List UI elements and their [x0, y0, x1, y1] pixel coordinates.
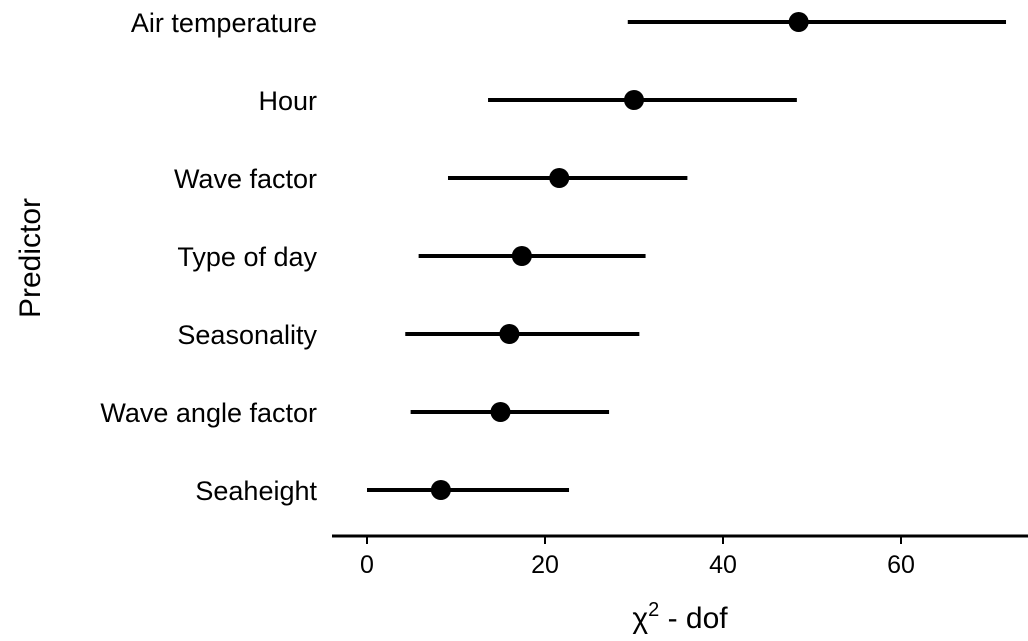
x-axis-title-suffix: - dof [659, 602, 728, 635]
predictor-row: Air temperature [131, 8, 1007, 38]
point-estimate [490, 402, 511, 422]
x-tick-label: 0 [360, 551, 374, 579]
predictor-row: Wave angle factor [100, 398, 610, 428]
y-axis-title: Predictor [14, 198, 47, 318]
point-estimate [430, 480, 451, 500]
x-axis-title-superscript: 2 [648, 599, 659, 621]
x-axis-title: χ2 - dof [632, 599, 728, 635]
x-tick-label: 60 [887, 551, 915, 579]
point-estimate [499, 324, 520, 344]
plot-rows: Air temperature Hour Wave factor Type of da… [100, 8, 1007, 506]
predictor-label: Type of day [177, 242, 317, 272]
predictor-row: Seasonality [177, 320, 640, 350]
predictor-label: Wave factor [174, 164, 317, 194]
x-tick-label: 20 [531, 551, 559, 579]
point-estimate [511, 246, 532, 266]
predictor-label: Seasonality [177, 320, 317, 350]
predictor-row: Type of day [177, 242, 646, 272]
predictor-row: Seaheight [195, 476, 570, 506]
predictor-label: Seaheight [195, 476, 317, 506]
predictor-label: Air temperature [131, 8, 317, 38]
x-axis-ticks: 0 20 40 60 [360, 536, 915, 579]
predictor-label: Hour [258, 86, 317, 116]
point-estimate [788, 12, 809, 32]
x-axis-title-symbol: χ [632, 602, 648, 635]
point-estimate [624, 90, 644, 110]
point-estimate [549, 168, 570, 188]
predictor-label: Wave angle factor [100, 398, 317, 428]
predictor-row: Wave factor [174, 164, 688, 194]
x-tick-label: 40 [709, 551, 737, 579]
predictor-row: Hour [258, 86, 797, 116]
